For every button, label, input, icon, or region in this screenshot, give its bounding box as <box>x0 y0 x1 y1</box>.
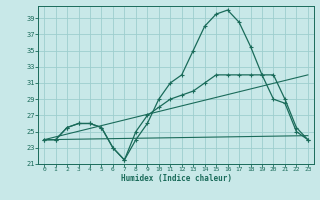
X-axis label: Humidex (Indice chaleur): Humidex (Indice chaleur) <box>121 174 231 183</box>
